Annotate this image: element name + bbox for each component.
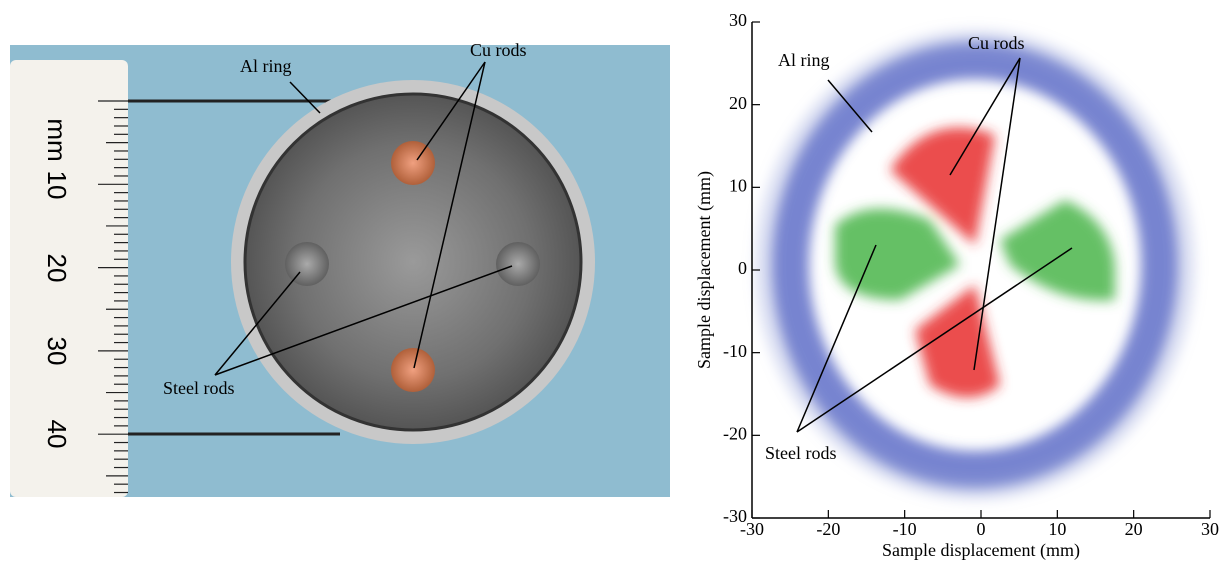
figure: mm 10 20 30 40 Al ring Cu rods Steel rod… xyxy=(0,0,1225,564)
x-axis-label: Sample displacement (mm) xyxy=(882,540,1080,561)
ruler-label: 30 xyxy=(42,337,72,366)
annotation: Cu rods xyxy=(470,40,527,60)
y-tick-label: -30 xyxy=(723,506,747,526)
annotation: Steel rods xyxy=(765,443,837,463)
y-tick-label: 10 xyxy=(729,175,747,195)
x-tick-label: 30 xyxy=(1201,519,1219,539)
x-tick-label: 10 xyxy=(1048,519,1066,539)
annotation: Cu rods xyxy=(968,33,1025,53)
y-tick-label: 0 xyxy=(738,258,747,278)
map-image xyxy=(765,40,1185,490)
annotation: Steel rods xyxy=(163,378,235,398)
x-tick-label: 20 xyxy=(1125,519,1143,539)
y-tick-label: 20 xyxy=(729,93,747,113)
photo: mm 10 20 30 40 Al ring Cu rods Steel rod… xyxy=(10,40,670,497)
y-axis-label: Sample displacement (mm) xyxy=(694,171,715,369)
ruler-label: 20 xyxy=(42,254,72,283)
x-tick-label: -20 xyxy=(816,519,840,539)
cu-rod xyxy=(391,348,435,392)
ruler-label: 40 xyxy=(42,420,72,449)
y-tick-label: -20 xyxy=(723,423,747,443)
steel-rod xyxy=(496,242,540,286)
ruler-unit: mm xyxy=(42,118,72,161)
x-tick-label: 0 xyxy=(977,519,986,539)
ruler-label: 10 xyxy=(42,171,72,200)
cu-rod xyxy=(391,141,435,185)
page: mm 10 20 30 40 Al ring Cu rods Steel rod… xyxy=(0,0,1225,564)
x-tick-label: -10 xyxy=(893,519,917,539)
y-tick-label: -10 xyxy=(723,341,747,361)
y-tick-label: 30 xyxy=(729,10,747,30)
steel-rod xyxy=(285,242,329,286)
annotation: Al ring xyxy=(240,56,292,76)
annotation: Al ring xyxy=(778,50,830,70)
